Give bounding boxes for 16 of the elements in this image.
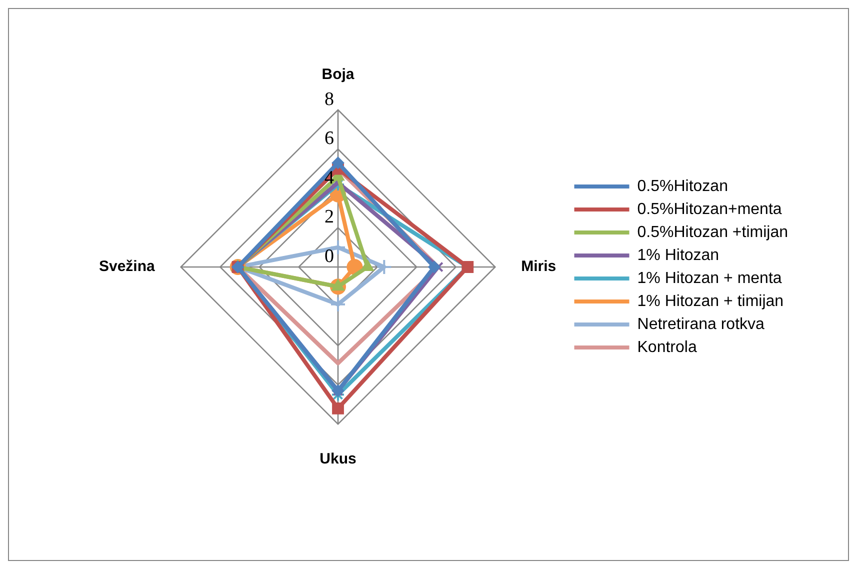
- legend-label: 0.5%Hitozan+menta: [637, 200, 782, 218]
- legend-label: Kontrola: [637, 338, 697, 356]
- legend-label: Netretirana rotkva: [637, 316, 765, 333]
- y-tick-label: 6: [324, 128, 334, 150]
- y-tick-label: 2: [324, 206, 334, 228]
- spoke-label: Ukus: [320, 450, 356, 468]
- legend-label: 1% Hitozan: [637, 246, 720, 264]
- legend-label: 0.5%Hitozan: [637, 178, 728, 195]
- y-tick-label: 8: [324, 88, 334, 110]
- legend-label: 1% Hitozan + menta: [637, 270, 782, 287]
- spoke-label: Boja: [322, 66, 355, 83]
- spoke-label: Svežina: [98, 258, 156, 276]
- spoke-label: Miris: [521, 258, 556, 276]
- legend-label: 0.5%Hitozan +timijan: [637, 224, 788, 241]
- y-tick-label: 0: [324, 246, 334, 267]
- legend-label: 1% Hitozan + timijan: [637, 292, 784, 310]
